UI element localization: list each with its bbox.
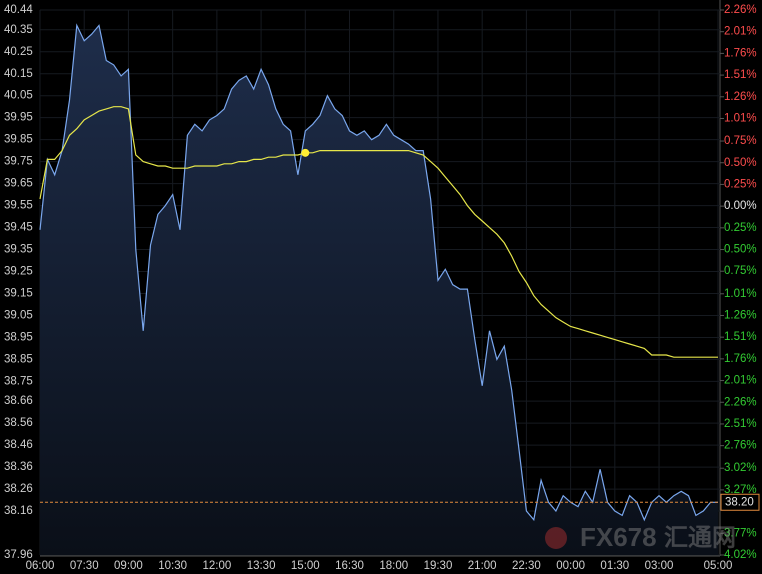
y-tick-label: 39.45 <box>4 222 33 234</box>
x-tick-label: 10:30 <box>158 560 187 572</box>
marker-dot <box>301 148 310 157</box>
average-line <box>39 106 718 358</box>
x-tick-label: 13:30 <box>247 560 276 572</box>
y2-tick-label: 2.26% <box>724 4 757 16</box>
watermark-logo <box>545 527 567 549</box>
y2-tick-label: 3.27% <box>724 484 757 496</box>
y-tick-label: 38.75 <box>4 375 33 387</box>
y2-tick-label: 1.26% <box>724 310 757 322</box>
y-tick-label: 38.95 <box>4 331 33 343</box>
price-area <box>40 25 718 555</box>
watermark-text: 汇通网 <box>664 524 736 551</box>
y-tick-label: 39.35 <box>4 244 33 256</box>
y-tick-label: 39.75 <box>4 156 33 168</box>
y-tick-label: 38.56 <box>4 417 33 429</box>
x-tick-label: 03:00 <box>645 560 674 572</box>
y-tick-label: 38.36 <box>4 461 33 473</box>
y2-tick-label: 0.50% <box>724 244 757 256</box>
y2-tick-label: 3.77% <box>724 527 757 539</box>
y-tick-label: 40.35 <box>4 24 33 36</box>
y2-tick-label: 0.75% <box>724 135 757 147</box>
x-tick-label: 19:30 <box>424 560 453 572</box>
y2-tick-label: 0.25% <box>724 222 757 234</box>
y-tick-label: 38.26 <box>4 483 33 495</box>
y2-tick-label: 0.75% <box>724 265 757 277</box>
y2-tick-label: 1.51% <box>724 69 757 81</box>
y-tick-label: 39.25 <box>4 266 33 278</box>
y-tick-label: 40.05 <box>4 90 33 102</box>
last-price-box <box>720 493 760 511</box>
y-tick-label: 40.44 <box>4 4 33 16</box>
y-tick-label: 39.65 <box>4 178 33 190</box>
y-tick-label: 39.95 <box>4 112 33 124</box>
x-tick-label: 06:00 <box>26 560 55 572</box>
watermark: FX678 汇通网 <box>545 522 736 552</box>
y-tick-label: 40.25 <box>4 46 33 58</box>
y-tick-label: 37.96 <box>4 549 33 561</box>
x-tick-label: 21:00 <box>468 560 497 572</box>
x-tick-label: 18:00 <box>379 560 408 572</box>
y-tick-label: 39.15 <box>4 288 33 300</box>
y2-tick-label: 2.01% <box>724 26 757 38</box>
y2-tick-label: 1.51% <box>724 331 757 343</box>
x-tick-label: 09:00 <box>114 560 143 572</box>
x-tick-label: 00:00 <box>556 560 585 572</box>
x-tick-label: 05:00 <box>704 560 733 572</box>
y2-tick-label: 1.76% <box>724 47 757 59</box>
y2-tick-label: 0.50% <box>724 157 757 169</box>
y2-tick-label: 0.25% <box>724 178 757 190</box>
last-price-label: 38.20 <box>725 496 754 508</box>
y-tick-label: 38.46 <box>4 439 33 451</box>
watermark-text: FX678 <box>580 522 657 552</box>
y-tick-label: 39.05 <box>4 309 33 321</box>
y-tick-label: 38.16 <box>4 505 33 517</box>
x-tick-label: 16:30 <box>335 560 364 572</box>
y2-tick-label: 1.76% <box>724 353 757 365</box>
y2-tick-label: 1.26% <box>724 91 757 103</box>
x-tick-label: 12:00 <box>202 560 231 572</box>
y-tick-label: 38.85 <box>4 353 33 365</box>
y2-tick-label: 1.01% <box>724 288 757 300</box>
y2-tick-label: 0.00% <box>724 200 757 212</box>
y-tick-label: 38.66 <box>4 395 33 407</box>
x-tick-label: 15:00 <box>291 560 320 572</box>
y2-tick-label: 1.01% <box>724 113 757 125</box>
y2-tick-label: 2.76% <box>724 440 757 452</box>
y-tick-label: 40.15 <box>4 68 33 80</box>
y2-tick-label: 2.01% <box>724 375 757 387</box>
x-tick-label: 22:30 <box>512 560 541 572</box>
y-tick-label: 39.85 <box>4 134 33 146</box>
x-tick-label: 01:30 <box>600 560 629 572</box>
y-tick-label: 39.55 <box>4 200 33 212</box>
y2-tick-label: 4.02% <box>724 549 757 561</box>
x-tick-label: 07:30 <box>70 560 99 572</box>
y2-tick-label: 3.02% <box>724 462 757 474</box>
y2-tick-label: 2.51% <box>724 418 757 430</box>
y2-tick-label: 2.26% <box>724 396 757 408</box>
price-line <box>39 23 718 522</box>
